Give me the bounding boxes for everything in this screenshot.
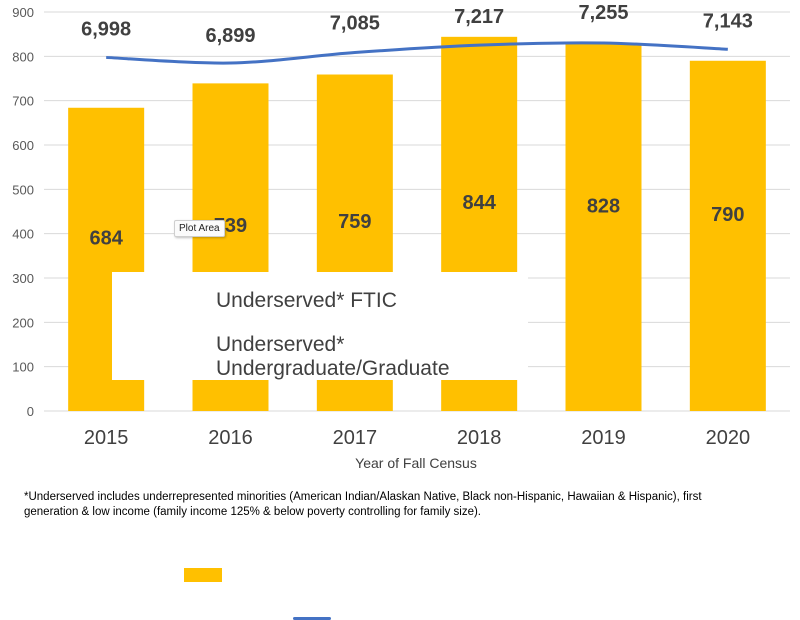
line-value-label: 7,217	[454, 6, 504, 28]
y-tick-label: 100	[12, 360, 34, 375]
bar-value-label: 844	[462, 192, 496, 214]
y-tick-label: 900	[12, 5, 34, 20]
y-tick-label: 500	[12, 182, 34, 197]
bar	[689, 60, 766, 412]
x-axis-ticks: 2015 2016 2017 2018 2019 2020	[84, 427, 750, 449]
plot-area-tooltip: Plot Area	[174, 220, 225, 237]
y-tick-label: 800	[12, 49, 34, 64]
legend[interactable]: Underserved* FTIC Underserved* Undergrad…	[112, 272, 528, 620]
line-value-label: 7,255	[578, 2, 628, 24]
line-value-label: 6,899	[205, 25, 255, 47]
legend-bar-swatch	[184, 568, 222, 582]
legend-line-label-1: Underserved*	[216, 333, 345, 356]
legend-line-label-2: Undergraduate/Graduate	[216, 357, 450, 380]
x-tick-label: 2018	[457, 427, 502, 449]
line-value-labels: 6,998 6,899 7,085 7,217 7,255 7,143	[81, 2, 753, 47]
y-tick-label: 200	[12, 315, 34, 330]
legend-bar-label: Underserved* FTIC	[216, 289, 397, 312]
line-path	[106, 41, 728, 65]
bar-value-label: 828	[587, 195, 620, 217]
x-tick-label: 2020	[706, 427, 751, 449]
line-value-label: 7,143	[703, 10, 753, 32]
line-value-label: 6,998	[81, 18, 131, 40]
y-tick-label: 600	[12, 138, 34, 153]
x-tick-label: 2015	[84, 427, 129, 449]
bar-value-label: 759	[338, 211, 371, 233]
y-tick-label: 700	[12, 94, 34, 109]
y-tick-label: 400	[12, 227, 34, 242]
bar	[565, 43, 642, 412]
bar-value-label: 790	[711, 204, 744, 226]
x-tick-label: 2017	[333, 427, 378, 449]
x-tick-label: 2016	[208, 427, 253, 449]
y-tick-label: 0	[27, 404, 34, 419]
bar-value-label: 684	[89, 227, 123, 249]
footnote-line-1: *Underserved includes underrepresented m…	[24, 491, 702, 503]
x-axis-title: Year of Fall Census	[355, 455, 477, 471]
footnote-line-2: generation & low income (family income 1…	[24, 506, 482, 518]
line-series	[106, 41, 728, 65]
y-axis-ticks: 0 100 200 300 400 500 600 700 800 900	[12, 5, 34, 419]
y-tick-label: 300	[12, 271, 34, 286]
footnote: *Underserved includes underrepresented m…	[24, 490, 784, 520]
x-tick-label: 2019	[581, 427, 626, 449]
line-value-label: 7,085	[330, 13, 380, 35]
